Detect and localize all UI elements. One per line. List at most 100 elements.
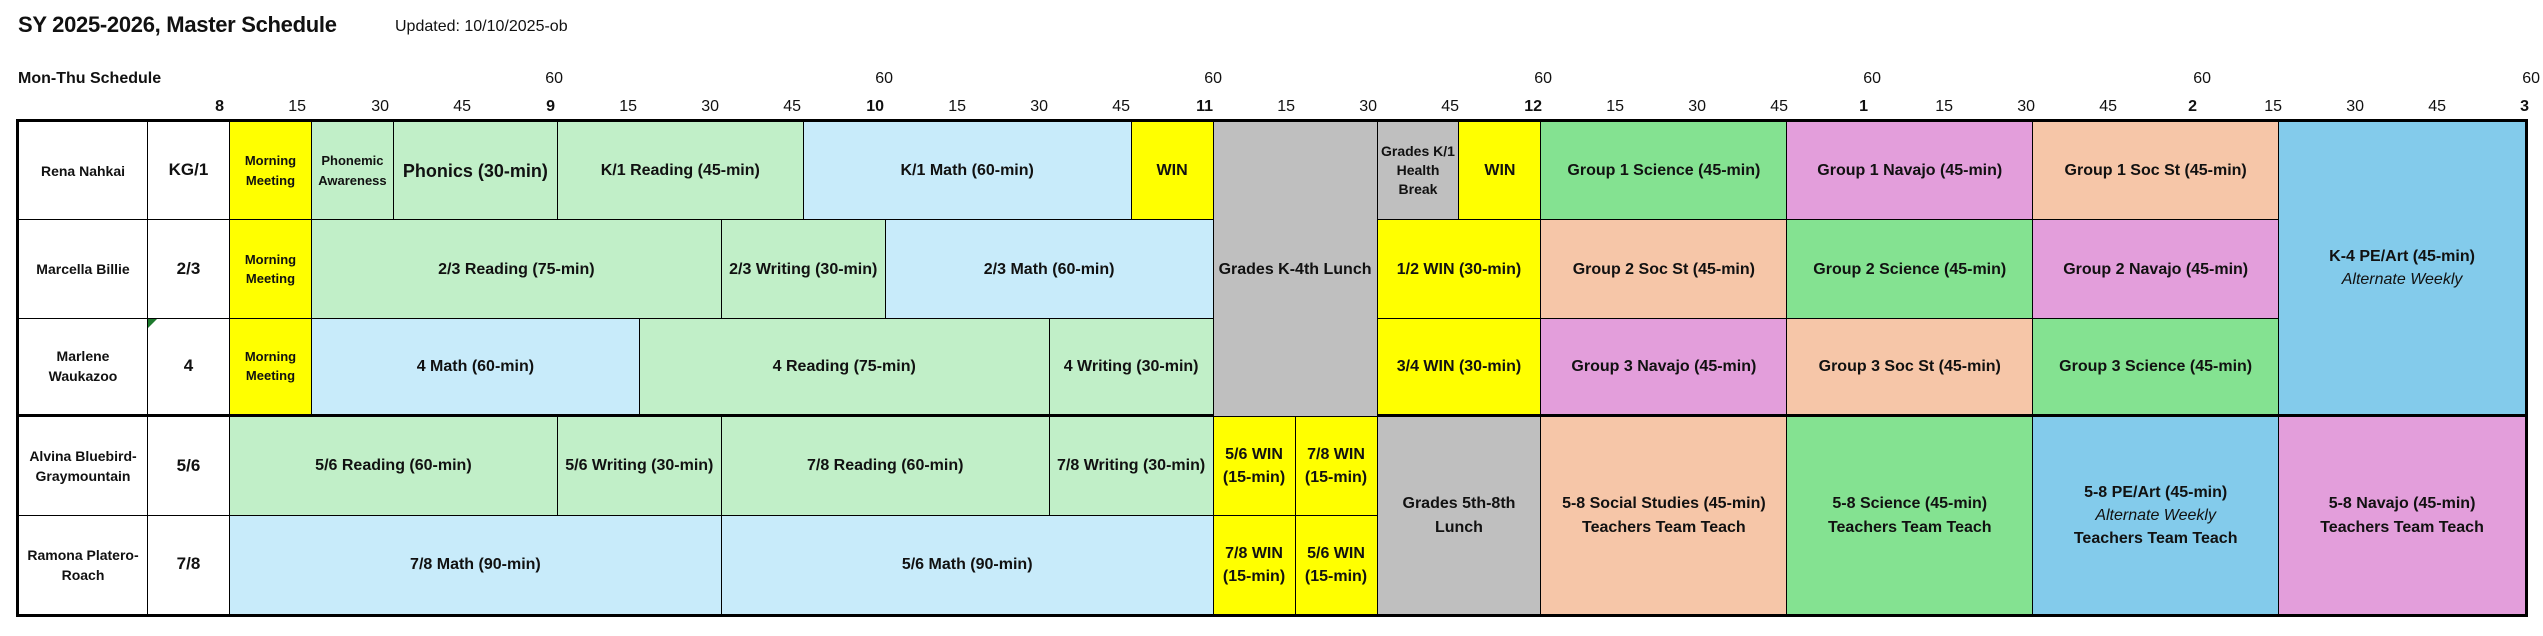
block-23-writing[interactable]: 2/3 Writing (30-min) [721,220,886,319]
tick-8: 8 [215,98,224,115]
schedule-grid: Rena Nahkai KG/1 Morning Meeting Phonemi… [16,119,2528,617]
sixty-label: 60 [545,70,563,87]
block-56-writing[interactable]: 5/6 Writing (30-min) [557,417,722,516]
tick: 45 [1112,98,1130,115]
block-k1-reading[interactable]: K/1 Reading (45-min) [557,122,804,221]
block-title: 5-8 PE/Art (45-min) [2084,483,2228,501]
teacher-name[interactable]: Rena Nahkai [19,122,148,221]
grade-value: 4 [183,356,194,376]
team-teach-note: Teachers Team Teach [2073,530,2238,548]
block-win[interactable]: WIN [1459,122,1542,221]
tick: 30 [701,98,719,115]
tick: 15 [2264,98,2282,115]
tick-3: 3 [2520,98,2529,115]
grade-level[interactable]: 4 [148,318,230,418]
tick: 15 [288,98,306,115]
tick: 30 [371,98,389,115]
block-4-writing[interactable]: 4 Writing (30-min) [1049,318,1214,418]
alternate-weekly-note: Alternate Weekly [2341,271,2463,289]
pe-art-title: K-4 PE/Art (45-min) [2329,247,2475,265]
comment-indicator-icon[interactable] [148,318,157,328]
grade-level[interactable]: KG/1 [148,122,230,221]
block-k1-math[interactable]: K/1 Math (60-min) [803,122,1132,221]
block-78-reading[interactable]: 7/8 Reading (60-min) [721,417,1050,516]
block-k1-health-break[interactable]: Grades K/1 Health Break [1377,122,1460,221]
sixty-label: 60 [1534,70,1552,87]
team-teach-note: Teachers Team Teach [1827,518,1992,536]
block-group3-socst[interactable]: Group 3 Soc St (45-min) [1787,318,2034,418]
tick: 30 [2017,98,2035,115]
grade-level[interactable]: 5/6 [148,417,230,516]
block-morning-meeting[interactable]: Morning Meeting [230,318,312,418]
tick: 15 [948,98,966,115]
tick: 15 [1606,98,1624,115]
block-4-reading[interactable]: 4 Reading (75-min) [639,318,1050,418]
block-58-lunch[interactable]: Grades 5th-8th Lunch [1377,417,1542,614]
tick: 30 [1030,98,1048,115]
teacher-name[interactable]: Alvina Bluebird-Graymountain [19,417,148,516]
tick-12: 12 [1524,98,1542,115]
teacher-name[interactable]: Ramona Platero-Roach [19,515,148,614]
block-58-navajo[interactable]: 5-8 Navajo (45-min) Teachers Team Teach [2279,417,2525,614]
block-morning-meeting[interactable]: Morning Meeting [230,122,312,221]
block-win[interactable]: WIN [1131,122,1214,221]
block-group1-navajo[interactable]: Group 1 Navajo (45-min) [1787,122,2034,221]
grade-level[interactable]: 2/3 [148,220,230,319]
tick: 45 [1770,98,1788,115]
tick: 30 [1359,98,1377,115]
block-morning-meeting[interactable]: Morning Meeting [230,220,312,319]
block-58-social-studies[interactable]: 5-8 Social Studies (45-min) Teachers Tea… [1541,417,1788,614]
team-teach-note: Teachers Team Teach [1582,518,1746,536]
tick-2: 2 [2188,98,2197,115]
alternate-weekly-note: Alternate Weekly [2095,507,2216,524]
block-group1-science[interactable]: Group 1 Science (45-min) [1541,122,1788,221]
block-56-win[interactable]: 5/6 WIN (15-min) [1213,417,1296,516]
sixty-label: 60 [2193,70,2211,87]
block-group3-science[interactable]: Group 3 Science (45-min) [2033,318,2280,418]
tick: 45 [1441,98,1459,115]
tick: 15 [619,98,637,115]
block-group2-socst[interactable]: Group 2 Soc St (45-min) [1541,220,1788,319]
block-phonemic-awareness[interactable]: Phonemic Awareness [311,122,394,221]
block-title: 5-8 Social Studies (45-min) [1562,495,1766,513]
block-78-writing[interactable]: 7/8 Writing (30-min) [1049,417,1214,516]
sixty-label: 60 [2522,70,2540,87]
tick: 45 [453,98,471,115]
block-k4-pe-art[interactable]: K-4 PE/Art (45-min) Alternate Weekly [2279,122,2525,418]
tick-1: 1 [1859,98,1868,115]
page-title: SY 2025-2026, Master Schedule [18,12,337,37]
teacher-name[interactable]: Marlene Waukazoo [19,318,148,418]
block-56-reading[interactable]: 5/6 Reading (60-min) [230,417,558,516]
block-58-science[interactable]: 5-8 Science (45-min) Teachers Team Teach [1787,417,2034,614]
block-group3-navajo[interactable]: Group 3 Navajo (45-min) [1541,318,1788,418]
block-12-win[interactable]: 1/2 WIN (30-min) [1377,220,1542,319]
updated-label: Updated: 10/10/2025-ob [395,18,568,35]
block-group1-socst[interactable]: Group 1 Soc St (45-min) [2033,122,2280,221]
block-58-pe-art[interactable]: 5-8 PE/Art (45-min) Alternate Weekly Tea… [2033,417,2280,614]
block-phonics[interactable]: Phonics (30-min) [393,122,558,221]
block-56-win[interactable]: 5/6 WIN (15-min) [1295,515,1378,614]
block-78-math[interactable]: 7/8 Math (90-min) [230,515,722,614]
sixty-label: 60 [1863,70,1881,87]
tick: 15 [1935,98,1953,115]
block-78-win[interactable]: 7/8 WIN (15-min) [1213,515,1296,614]
block-k4-lunch[interactable]: Grades K-4th Lunch [1213,122,1378,418]
block-group2-science[interactable]: Group 2 Science (45-min) [1787,220,2034,319]
block-4-math[interactable]: 4 Math (60-min) [311,318,640,418]
tick-9: 9 [546,98,555,115]
block-78-win[interactable]: 7/8 WIN (15-min) [1295,417,1378,516]
team-teach-note: Teachers Team Teach [2320,518,2484,536]
block-23-math[interactable]: 2/3 Math (60-min) [885,220,1214,319]
tick-11: 11 [1196,98,1213,115]
block-title: 5-8 Science (45-min) [1832,495,1988,513]
block-group2-navajo[interactable]: Group 2 Navajo (45-min) [2033,220,2280,319]
tick: 15 [1277,98,1295,115]
schedule-subtitle: Mon-Thu Schedule [18,70,162,87]
block-34-win[interactable]: 3/4 WIN (30-min) [1377,318,1542,418]
teacher-name[interactable]: Marcella Billie [19,220,148,319]
tick: 30 [1688,98,1706,115]
block-56-math[interactable]: 5/6 Math (90-min) [721,515,1214,614]
tick: 30 [2346,98,2364,115]
grade-level[interactable]: 7/8 [148,515,230,614]
block-23-reading[interactable]: 2/3 Reading (75-min) [311,220,722,319]
